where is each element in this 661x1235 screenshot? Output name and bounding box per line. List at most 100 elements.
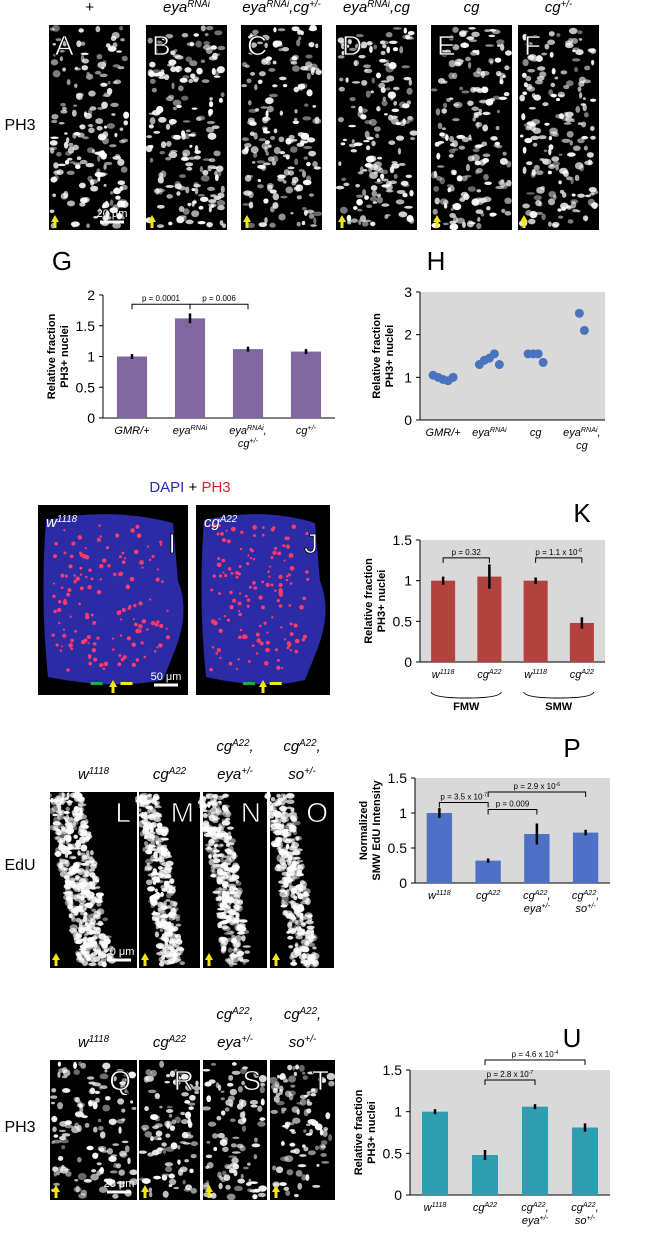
nucleus — [207, 132, 217, 140]
nucleus — [253, 586, 257, 590]
x-tick-label: GMR/+ — [426, 427, 462, 439]
nucleus — [150, 871, 155, 880]
nucleus — [577, 138, 585, 144]
nucleus — [270, 583, 274, 587]
nucleus — [239, 628, 243, 632]
nucleus — [167, 904, 173, 909]
nucleus — [57, 1061, 62, 1067]
nucleus — [454, 61, 462, 67]
nucleus — [173, 1186, 180, 1190]
nucleus — [75, 1185, 80, 1193]
nucleus — [572, 47, 580, 50]
nucleus — [312, 1184, 321, 1188]
nucleus — [238, 612, 242, 617]
nucleus — [390, 117, 399, 125]
nucleus — [254, 1137, 258, 1143]
nucleus — [75, 931, 84, 936]
nucleus — [258, 71, 266, 77]
nucleus — [111, 113, 116, 116]
nucleus — [303, 1146, 309, 1152]
nucleus — [84, 870, 90, 877]
nucleus — [536, 186, 545, 194]
nucleus — [181, 95, 189, 101]
nucleus — [58, 121, 65, 125]
nucleus — [228, 1074, 234, 1081]
nucleus — [62, 1168, 70, 1172]
nucleus — [103, 164, 107, 170]
nucleus — [206, 846, 212, 853]
nucleus — [146, 810, 150, 815]
nucleus — [100, 1085, 108, 1090]
nucleus — [147, 793, 152, 797]
nucleus — [160, 884, 167, 890]
nucleus — [278, 76, 287, 81]
nucleus — [376, 196, 384, 204]
nucleus — [453, 148, 459, 151]
nucleus — [96, 589, 102, 595]
nucleus — [261, 34, 270, 41]
nucleus — [292, 65, 300, 72]
nucleus — [244, 594, 248, 598]
nucleus — [156, 843, 163, 852]
nucleus — [103, 183, 107, 187]
nucleus — [148, 1191, 153, 1198]
nucleus — [168, 1173, 175, 1179]
nucleus — [580, 103, 586, 106]
nucleus — [89, 871, 96, 878]
nucleus — [76, 839, 80, 843]
arrow — [272, 953, 280, 966]
nucleus — [280, 626, 283, 629]
nucleus — [62, 1067, 68, 1074]
nucleus — [241, 935, 246, 942]
nucleus — [476, 167, 483, 174]
nucleus — [284, 1155, 294, 1163]
nucleus — [279, 1182, 287, 1187]
nucleus — [137, 813, 146, 817]
nucleus — [99, 563, 104, 569]
nucleus — [294, 856, 301, 860]
nucleus — [118, 1183, 125, 1188]
nucleus — [221, 818, 227, 822]
nucleus — [57, 1102, 64, 1110]
nucleus — [255, 632, 260, 637]
nucleus — [112, 64, 121, 68]
nucleus — [50, 1095, 58, 1099]
nucleus — [217, 1084, 222, 1091]
text-part: cg — [153, 1034, 170, 1051]
nucleus — [151, 899, 158, 906]
nucleus — [313, 166, 321, 170]
nucleus — [551, 68, 556, 75]
nucleus — [286, 646, 290, 650]
nucleus — [94, 1090, 100, 1095]
nucleus — [165, 34, 174, 39]
nucleus — [246, 562, 250, 566]
nucleus — [138, 1150, 148, 1154]
nucleus — [127, 606, 131, 610]
nucleus — [264, 792, 272, 799]
nucleus — [144, 840, 149, 847]
nucleus — [296, 221, 301, 227]
superscript: 1118 — [440, 668, 455, 676]
nucleus — [225, 817, 231, 821]
nucleus — [222, 894, 230, 902]
nucleus — [53, 175, 59, 182]
nucleus — [341, 177, 347, 181]
nucleus — [238, 565, 242, 568]
panel-letter: J — [304, 528, 318, 559]
nucleus — [399, 101, 407, 109]
nucleus — [145, 858, 154, 865]
nucleus — [266, 800, 272, 805]
nucleus — [223, 614, 227, 618]
x-tick-label: w1118 — [424, 1201, 447, 1214]
group-label: SMW — [545, 701, 573, 713]
nucleus — [430, 88, 438, 92]
nucleus — [165, 899, 171, 902]
nucleus — [308, 213, 315, 219]
nucleus — [78, 869, 82, 874]
bar — [290, 351, 322, 418]
nucleus — [173, 952, 181, 957]
group-brace — [430, 691, 502, 699]
nucleus — [232, 598, 237, 603]
nucleus — [460, 42, 470, 48]
nucleus — [291, 524, 297, 529]
